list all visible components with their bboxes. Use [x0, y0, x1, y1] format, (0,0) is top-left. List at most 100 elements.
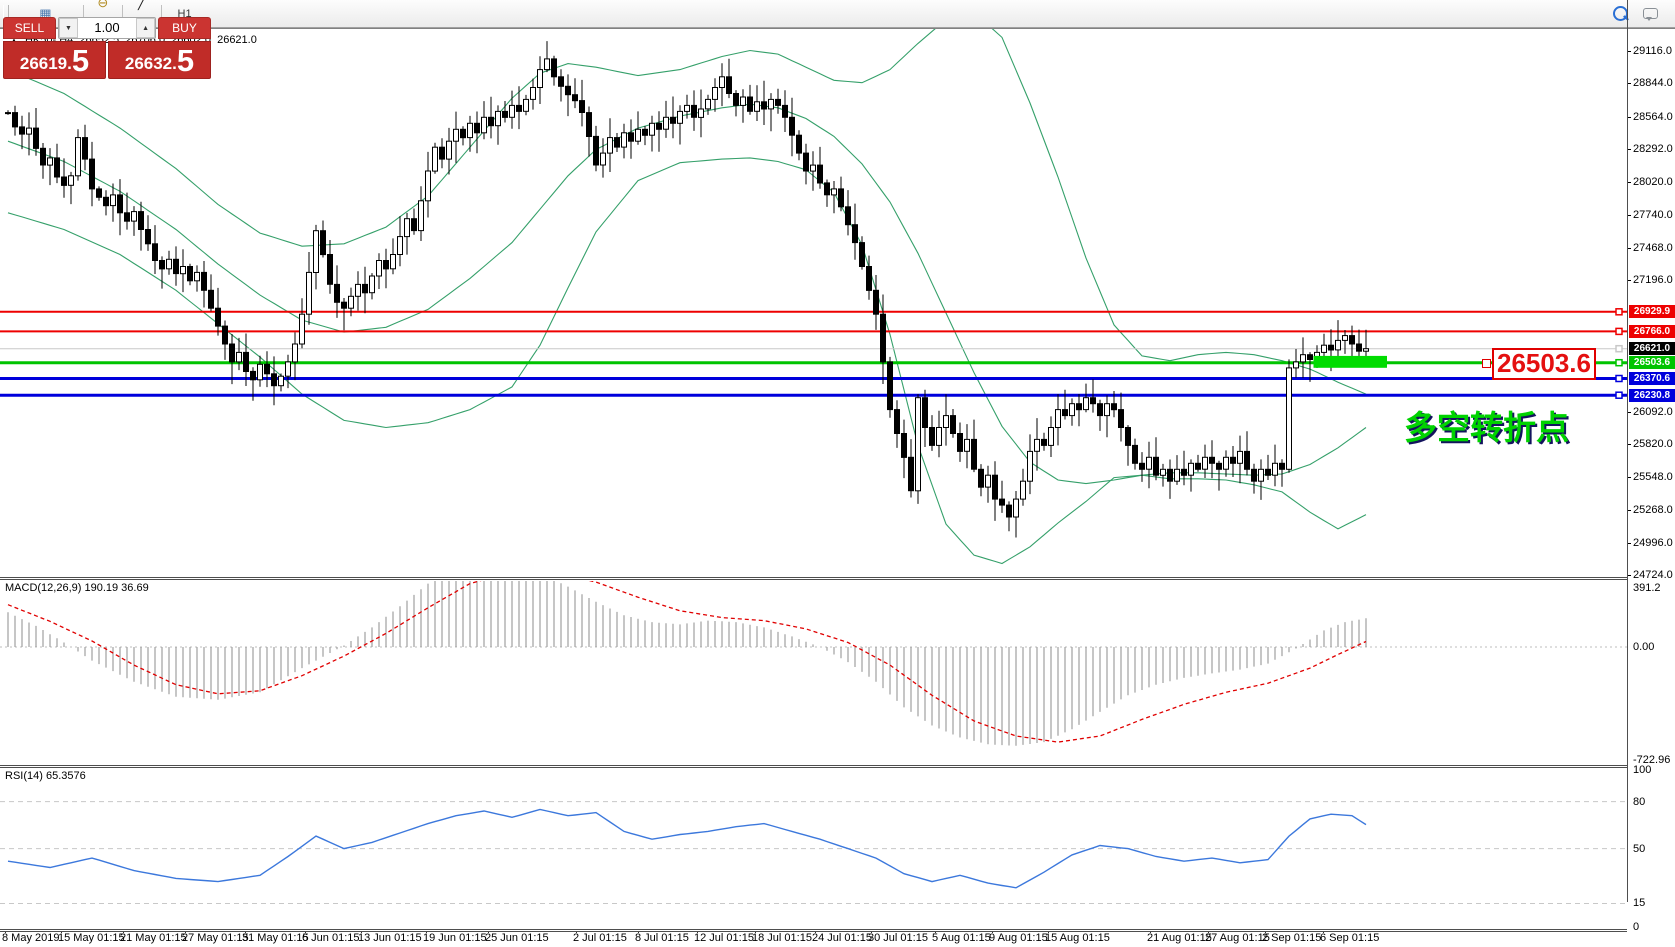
hline-marker-icon[interactable] — [1615, 358, 1623, 367]
price-tick-mark — [1627, 575, 1631, 576]
buy-price-box[interactable]: 26632. 5 — [108, 41, 211, 79]
pane-separator-rsi[interactable] — [0, 765, 1627, 768]
time-tick-2-Sep-01-15[interactable]: 2 Sep 01:15 — [1262, 932, 1322, 944]
data-window-button[interactable]: ▦ — [13, 3, 78, 25]
hline-marker-icon[interactable] — [1615, 374, 1623, 383]
chat-button[interactable] — [1636, 3, 1664, 25]
candle-body — [852, 224, 858, 244]
candle-body — [264, 363, 270, 375]
candle-body — [1139, 462, 1145, 470]
hline-marker-icon[interactable] — [1615, 327, 1623, 336]
time-tick-2-Jul-01-15[interactable]: 2 Jul 01:15 — [573, 932, 627, 944]
candle-body — [222, 325, 228, 345]
candle-body — [1055, 409, 1061, 429]
candle-body — [838, 188, 844, 208]
time-tick-15-May-01-15[interactable]: 15 May 01:15 — [58, 932, 125, 944]
candle-body — [579, 100, 585, 113]
candle-body — [1363, 348, 1369, 352]
candle-body — [89, 158, 95, 190]
candle-body — [341, 301, 347, 309]
time-tick-27-Aug-01-15[interactable]: 27 Aug 01:15 — [1205, 932, 1270, 944]
candle-body — [817, 164, 823, 184]
time-tick-8-Jul-01-15[interactable]: 8 Jul 01:15 — [635, 932, 689, 944]
time-tick-31-May-01-15[interactable]: 31 May 01:15 — [242, 932, 309, 944]
candle-body — [544, 58, 550, 71]
price-tick-mark — [1627, 248, 1631, 249]
time-tick-6-Sep-01-15[interactable]: 6 Sep 01:15 — [1320, 932, 1380, 944]
price-tick-26092: 26092.0 — [1633, 406, 1673, 418]
candle-body — [1160, 468, 1166, 476]
candle-body — [68, 175, 74, 186]
time-tick-13-Jun-01-15[interactable]: 13 Jun 01:15 — [358, 932, 422, 944]
candle-body — [894, 409, 900, 435]
hline-marker-icon[interactable] — [1615, 391, 1623, 399]
sell-price-big: 5 — [71, 43, 90, 78]
rsi-pane[interactable] — [0, 801, 1627, 904]
candle-body — [418, 200, 424, 232]
time-tick-21-May-01-15[interactable]: 21 May 01:15 — [120, 932, 187, 944]
candle-body — [593, 135, 599, 166]
time-tick-12-Jul-01-15[interactable]: 12 Jul 01:15 — [694, 932, 754, 944]
time-tick-24-Jul-01-15[interactable]: 24 Jul 01:15 — [812, 932, 872, 944]
candle-body — [1083, 397, 1089, 411]
time-tick-9-Aug-01-15[interactable]: 9 Aug 01:15 — [989, 932, 1048, 944]
candle-body — [502, 110, 508, 118]
candle-body — [845, 206, 851, 226]
price-tick-25548: 25548.0 — [1633, 471, 1673, 483]
candle-body — [75, 137, 81, 177]
time-tick-27-May-01-15[interactable]: 27 May 01:15 — [182, 932, 249, 944]
candle-body — [999, 498, 1005, 506]
chart-window[interactable]: ▲ HK50-,H4 26652.5 26706.0 26602.0 26621… — [0, 28, 1675, 947]
time-tick-15-Aug-01-15[interactable]: 15 Aug 01:15 — [1045, 932, 1110, 944]
sell-button[interactable]: SELL — [3, 17, 56, 39]
time-tick-30-Jul-01-15[interactable]: 30 Jul 01:15 — [868, 932, 928, 944]
time-tick-8-May-2019[interactable]: 8 May 2019 — [2, 932, 60, 944]
toolbar-grip[interactable] — [3, 4, 9, 23]
candle-body — [516, 104, 522, 112]
volume-input[interactable]: 1.00 — [94, 20, 120, 35]
collapse-triangle-icon[interactable]: ▲ — [10, 36, 18, 45]
candle-body — [908, 456, 914, 492]
candle-body — [1209, 456, 1215, 464]
support-zone-box[interactable] — [1313, 355, 1388, 368]
macd-pane[interactable] — [0, 561, 1627, 746]
candle-body — [194, 271, 200, 282]
pane-separator-macd[interactable] — [0, 577, 1627, 580]
time-tick-25-Jun-01-15[interactable]: 25 Jun 01:15 — [485, 932, 549, 944]
candle-body — [922, 397, 928, 429]
sell-price-main: 26619 — [19, 54, 68, 73]
candle-body — [677, 110, 683, 124]
hline-marker-icon[interactable] — [1615, 308, 1623, 316]
candle-body — [614, 137, 620, 148]
time-tick-19-Jun-01-15[interactable]: 19 Jun 01:15 — [423, 932, 487, 944]
time-tick-5-Aug-01-15[interactable]: 5 Aug 01:15 — [932, 932, 991, 944]
candle-body — [1244, 450, 1250, 470]
volume-increase-button[interactable]: ▲ — [136, 18, 156, 38]
sell-price-box[interactable]: 26619. 5 — [3, 41, 106, 79]
search-button[interactable] — [1606, 3, 1634, 25]
candle-body — [957, 433, 963, 452]
volume-decrease-button[interactable]: ▼ — [58, 18, 78, 38]
zoom-out-button[interactable]: ⊖ — [89, 0, 117, 14]
candle-body — [1293, 361, 1299, 369]
candle-body — [719, 76, 725, 89]
callout-anchor-icon[interactable] — [1482, 359, 1491, 368]
trendline-icon: ╱ — [137, 0, 146, 10]
price-tag-26503.6: 26503.6 — [1629, 356, 1675, 369]
toolbar-separator — [160, 4, 162, 23]
trendline-button[interactable]: ╱ — [128, 0, 156, 14]
time-tick-18-Jul-01-15[interactable]: 18 Jul 01:15 — [752, 932, 812, 944]
rsi-axis-80: 80 — [1633, 796, 1646, 808]
time-tick-21-Aug-01-15[interactable]: 21 Aug 01:15 — [1147, 932, 1212, 944]
main-pane[interactable] — [0, 12, 1627, 565]
buy-button[interactable]: BUY — [158, 17, 211, 39]
candle-body — [831, 188, 837, 196]
hline-marker-icon[interactable] — [1615, 344, 1623, 353]
candle-body — [313, 230, 319, 273]
timeframe-h1[interactable]: H1 — [167, 3, 202, 25]
time-tick-6-Jun-01-15[interactable]: 6 Jun 01:15 — [302, 932, 360, 944]
turning-point-annotation[interactable]: 多空转折点 — [1404, 409, 1569, 446]
price-callout-label[interactable]: 26503.6 — [1492, 348, 1596, 380]
candle-body — [124, 212, 130, 222]
